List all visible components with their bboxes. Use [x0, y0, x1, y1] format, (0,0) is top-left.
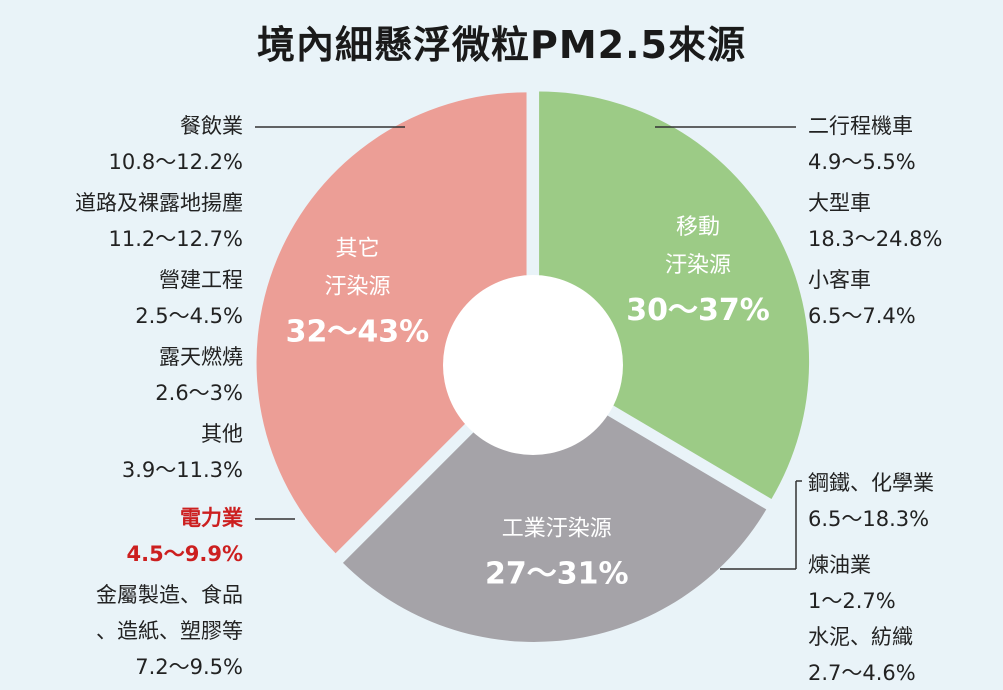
sub-source-name: 二行程機車: [808, 114, 913, 138]
chart-title: 境內細懸浮微粒PM2.5來源: [257, 23, 746, 67]
slice-name-industrial: 工業汙染源: [502, 517, 612, 542]
sub-source-name: 營建工程: [159, 268, 243, 292]
sub-source-range: 11.2～12.7%: [109, 227, 243, 251]
sub-source-range: 1～2.7%: [808, 589, 896, 613]
sub-source-name: 水泥、紡織: [808, 625, 913, 649]
slice-industrial: [342, 371, 767, 642]
sub-source-range: 18.3～24.8%: [808, 227, 942, 251]
slice-other: [256, 92, 527, 554]
sub-source-range: 6.5～18.3%: [808, 507, 929, 531]
sub-source-name: 鋼鐵、化學業: [808, 471, 934, 495]
sub-source-range: 6.5～7.4%: [808, 304, 916, 328]
slice-name-other: 汙染源: [324, 274, 390, 299]
sub-source-labels: 二行程機車 4.9～5.5% 大型車 18.3～24.8% 小客車 6.5～7.4% 鋼鐵、…: [75, 114, 942, 685]
sub-source-range: 2.6～3%: [155, 381, 243, 405]
donut-hole: [443, 275, 623, 455]
sub-source-range: 10.8～12.2%: [109, 150, 243, 174]
sub-source-name: 電力業: [180, 506, 244, 530]
slice-range-mobile: 30～37%: [626, 293, 770, 328]
slice-name-mobile: 汙染源: [665, 253, 731, 278]
slice-name-mobile: 移動: [676, 215, 720, 240]
sub-source-name: 大型車: [808, 191, 871, 215]
sub-source-name: 其他: [201, 422, 243, 446]
sub-source-name: 煉油業: [808, 553, 871, 577]
slice-name-other: 其它: [335, 236, 379, 261]
sub-source-name: 露天燃燒: [159, 345, 243, 369]
sub-source-name: 、造紙、塑膠等: [96, 619, 243, 643]
sub-source-range: 2.5～4.5%: [135, 304, 243, 328]
sub-source-name: 小客車: [808, 268, 871, 292]
sub-source-range: 4.5～9.9%: [127, 542, 243, 566]
sub-source-range: 7.2～9.5%: [135, 655, 243, 679]
slice-range-industrial: 27～31%: [485, 557, 629, 592]
sub-source-name: 金屬製造、食品: [96, 583, 243, 607]
sub-source-name: 餐飲業: [180, 114, 243, 138]
sub-source-range: 4.9～5.5%: [808, 150, 916, 174]
sub-source-name: 道路及裸露地揚塵: [75, 191, 243, 215]
slice-range-other: 32～43%: [286, 314, 430, 349]
leader-lines: [255, 126, 802, 570]
sub-source-range: 3.9～11.3%: [122, 458, 243, 482]
sub-source-range: 2.7～4.6%: [808, 661, 916, 685]
